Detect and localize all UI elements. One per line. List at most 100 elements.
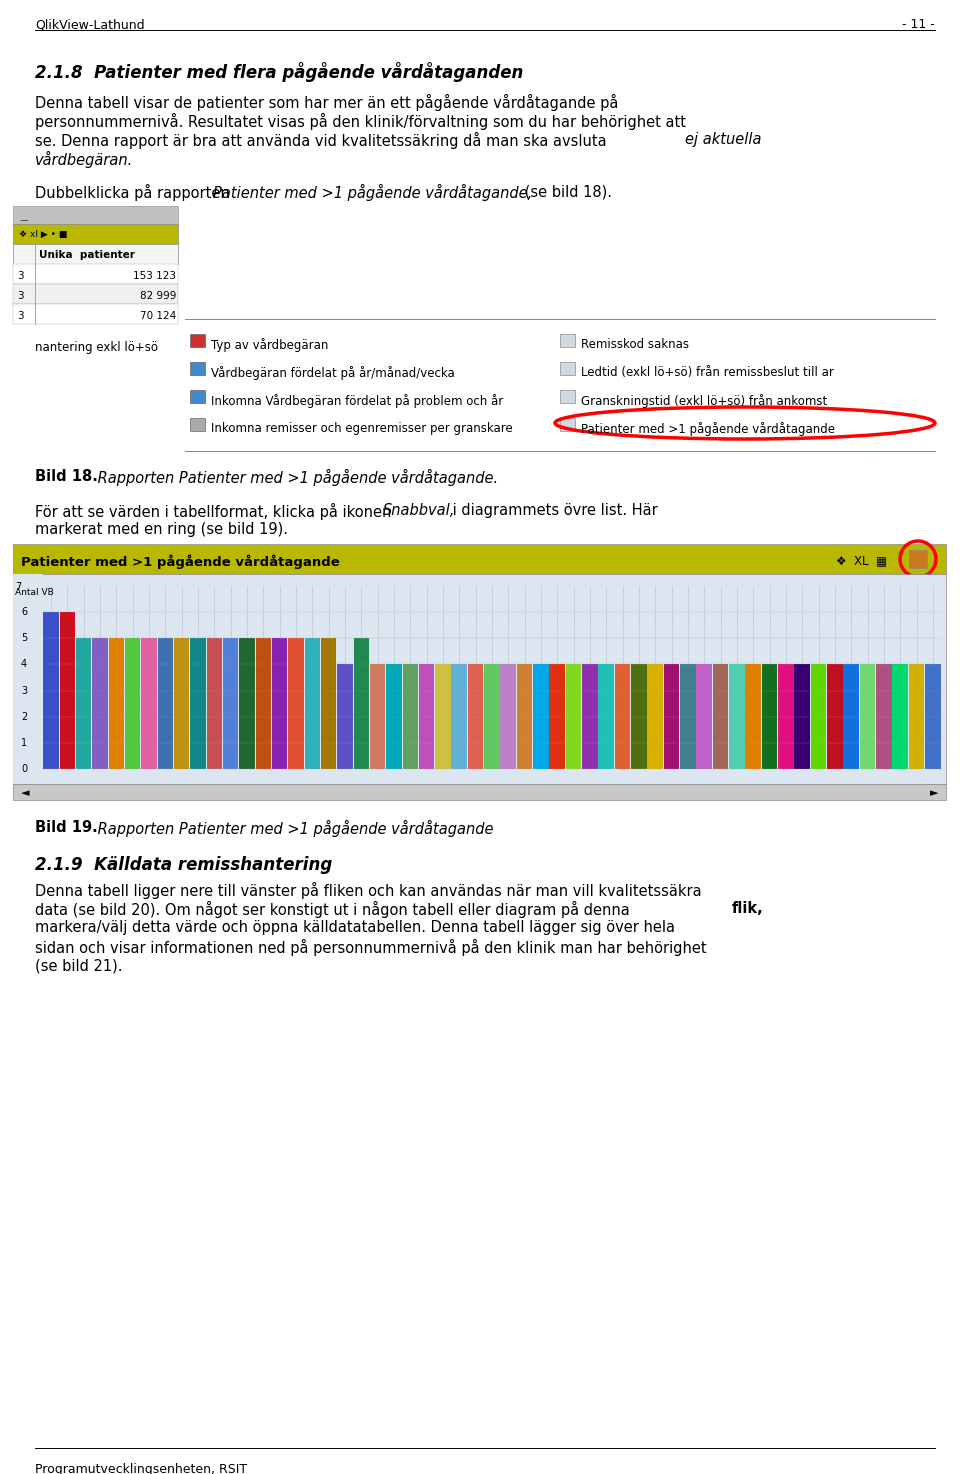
Text: 0: 0	[21, 764, 27, 774]
Text: personnummernivå. Resultatet visas på den klinik/förvaltning som du har behörigh: personnummernivå. Resultatet visas på de…	[35, 113, 686, 130]
Text: 2.1.9  Källdata remisshantering: 2.1.9 Källdata remisshantering	[35, 856, 332, 874]
FancyBboxPatch shape	[468, 665, 483, 769]
Text: Denna tabell ligger nere till vänster på fliken och kan användas när man vill kv: Denna tabell ligger nere till vänster på…	[35, 881, 702, 899]
Text: Snabbval,: Snabbval,	[383, 503, 455, 517]
FancyBboxPatch shape	[108, 638, 124, 769]
FancyBboxPatch shape	[13, 573, 946, 784]
FancyBboxPatch shape	[680, 665, 696, 769]
FancyBboxPatch shape	[560, 419, 575, 430]
Text: nantering exkl lö+sö: nantering exkl lö+sö	[35, 340, 158, 354]
FancyBboxPatch shape	[451, 665, 467, 769]
FancyBboxPatch shape	[778, 665, 794, 769]
Text: markerat med en ring (se bild 19).: markerat med en ring (se bild 19).	[35, 522, 288, 537]
Text: 2.1.8  Patienter med flera pågående vårdåtaganden: 2.1.8 Patienter med flera pågående vårdå…	[35, 62, 523, 83]
FancyBboxPatch shape	[13, 224, 178, 245]
FancyBboxPatch shape	[92, 638, 108, 769]
Text: 82 999: 82 999	[139, 290, 176, 301]
Text: Ledtid (exkl lö+sö) från remissbeslut till ar: Ledtid (exkl lö+sö) från remissbeslut ti…	[581, 366, 834, 379]
FancyBboxPatch shape	[190, 363, 205, 374]
Text: Typ av vårdbegäran: Typ av vårdbegäran	[211, 338, 328, 352]
FancyBboxPatch shape	[157, 638, 173, 769]
FancyBboxPatch shape	[76, 638, 91, 769]
FancyBboxPatch shape	[223, 638, 238, 769]
Text: flik,: flik,	[732, 901, 764, 915]
Text: i diagrammets övre list. Här: i diagrammets övre list. Här	[448, 503, 658, 517]
Text: Granskningstid (exkl lö+sö) från ankomst: Granskningstid (exkl lö+sö) från ankomst	[581, 394, 828, 408]
Text: ►: ►	[929, 789, 938, 797]
FancyBboxPatch shape	[549, 665, 565, 769]
FancyBboxPatch shape	[125, 638, 140, 769]
FancyBboxPatch shape	[60, 612, 75, 769]
FancyBboxPatch shape	[13, 264, 178, 284]
FancyBboxPatch shape	[484, 665, 499, 769]
FancyBboxPatch shape	[13, 544, 946, 573]
Text: 3: 3	[17, 311, 24, 321]
FancyBboxPatch shape	[337, 665, 352, 769]
Text: 3: 3	[17, 271, 24, 282]
FancyBboxPatch shape	[631, 665, 647, 769]
FancyBboxPatch shape	[190, 638, 205, 769]
Text: vårdbegäran.: vårdbegäran.	[35, 150, 133, 168]
FancyBboxPatch shape	[582, 665, 598, 769]
FancyBboxPatch shape	[13, 304, 178, 324]
FancyBboxPatch shape	[13, 245, 178, 264]
FancyBboxPatch shape	[190, 419, 205, 430]
Text: (se bild 18).: (se bild 18).	[520, 184, 612, 199]
Text: 1: 1	[21, 738, 27, 747]
FancyBboxPatch shape	[353, 638, 369, 769]
FancyBboxPatch shape	[598, 665, 614, 769]
FancyBboxPatch shape	[141, 638, 156, 769]
Text: Bild 18.: Bild 18.	[35, 469, 98, 483]
Text: Bild 19.: Bild 19.	[35, 820, 98, 834]
Text: —: —	[15, 217, 29, 226]
FancyBboxPatch shape	[560, 391, 575, 402]
Text: ej aktuella: ej aktuella	[685, 133, 761, 147]
Text: markera/välj detta värde och öppna källdatatabellen. Denna tabell lägger sig öve: markera/välj detta värde och öppna källd…	[35, 920, 675, 935]
Text: 4: 4	[21, 659, 27, 669]
FancyBboxPatch shape	[909, 550, 927, 567]
FancyBboxPatch shape	[516, 665, 532, 769]
Text: 7: 7	[15, 582, 21, 593]
FancyBboxPatch shape	[386, 665, 401, 769]
Text: - 11 -: - 11 -	[902, 18, 935, 31]
Text: Inkomna Vårdbegäran fördelat på problem och år: Inkomna Vårdbegäran fördelat på problem …	[211, 394, 503, 408]
Text: Patienter med >1 pågående vårdåtagande: Patienter med >1 pågående vårdåtagande	[21, 554, 340, 569]
FancyBboxPatch shape	[560, 363, 575, 374]
FancyBboxPatch shape	[174, 638, 189, 769]
Text: se. Denna rapport är bra att använda vid kvalitetssäkring då man ska avsluta: se. Denna rapport är bra att använda vid…	[35, 133, 612, 149]
FancyBboxPatch shape	[560, 335, 575, 346]
Text: QlikView-Lathund: QlikView-Lathund	[35, 18, 145, 31]
FancyBboxPatch shape	[500, 665, 516, 769]
FancyBboxPatch shape	[288, 638, 303, 769]
Text: Rapporten Patienter med >1 pågående vårdåtagande: Rapporten Patienter med >1 pågående vård…	[93, 820, 493, 837]
FancyBboxPatch shape	[876, 665, 892, 769]
Text: 3: 3	[21, 685, 27, 696]
FancyBboxPatch shape	[712, 665, 729, 769]
FancyBboxPatch shape	[206, 638, 222, 769]
FancyBboxPatch shape	[13, 784, 946, 800]
Text: Patienter med >1 pågående vårdåtagande: Patienter med >1 pågående vårdåtagande	[581, 422, 835, 436]
FancyBboxPatch shape	[696, 665, 712, 769]
FancyBboxPatch shape	[843, 665, 859, 769]
Text: Unika  patienter: Unika patienter	[39, 251, 134, 259]
Text: Remisskod saknas: Remisskod saknas	[581, 338, 689, 351]
FancyBboxPatch shape	[859, 665, 876, 769]
Text: sidan och visar informationen ned på personnummernivå på den klinik man har behö: sidan och visar informationen ned på per…	[35, 939, 707, 957]
Text: data (se bild 20). Om något ser konstigt ut i någon tabell eller diagram på denn: data (se bild 20). Om något ser konstigt…	[35, 901, 635, 918]
FancyBboxPatch shape	[663, 665, 680, 769]
FancyBboxPatch shape	[909, 665, 924, 769]
FancyBboxPatch shape	[925, 665, 941, 769]
Text: (se bild 21).: (se bild 21).	[35, 958, 123, 973]
FancyBboxPatch shape	[304, 638, 320, 769]
FancyBboxPatch shape	[13, 206, 178, 224]
Text: Patienter med >1 pågående vårdåtagande,: Patienter med >1 pågående vårdåtagande,	[213, 184, 532, 200]
Text: Vårdbegäran fördelat på år/månad/vecka: Vårdbegäran fördelat på år/månad/vecka	[211, 366, 455, 380]
FancyBboxPatch shape	[402, 665, 418, 769]
Text: För att se värden i tabellformat, klicka på ikonen: För att se värden i tabellformat, klicka…	[35, 503, 396, 520]
Text: 6: 6	[21, 607, 27, 618]
FancyBboxPatch shape	[827, 665, 843, 769]
Text: ❖ xl ▶ • ■: ❖ xl ▶ • ■	[19, 230, 67, 239]
FancyBboxPatch shape	[892, 665, 908, 769]
Text: Antal VB: Antal VB	[15, 588, 54, 597]
FancyBboxPatch shape	[321, 638, 336, 769]
